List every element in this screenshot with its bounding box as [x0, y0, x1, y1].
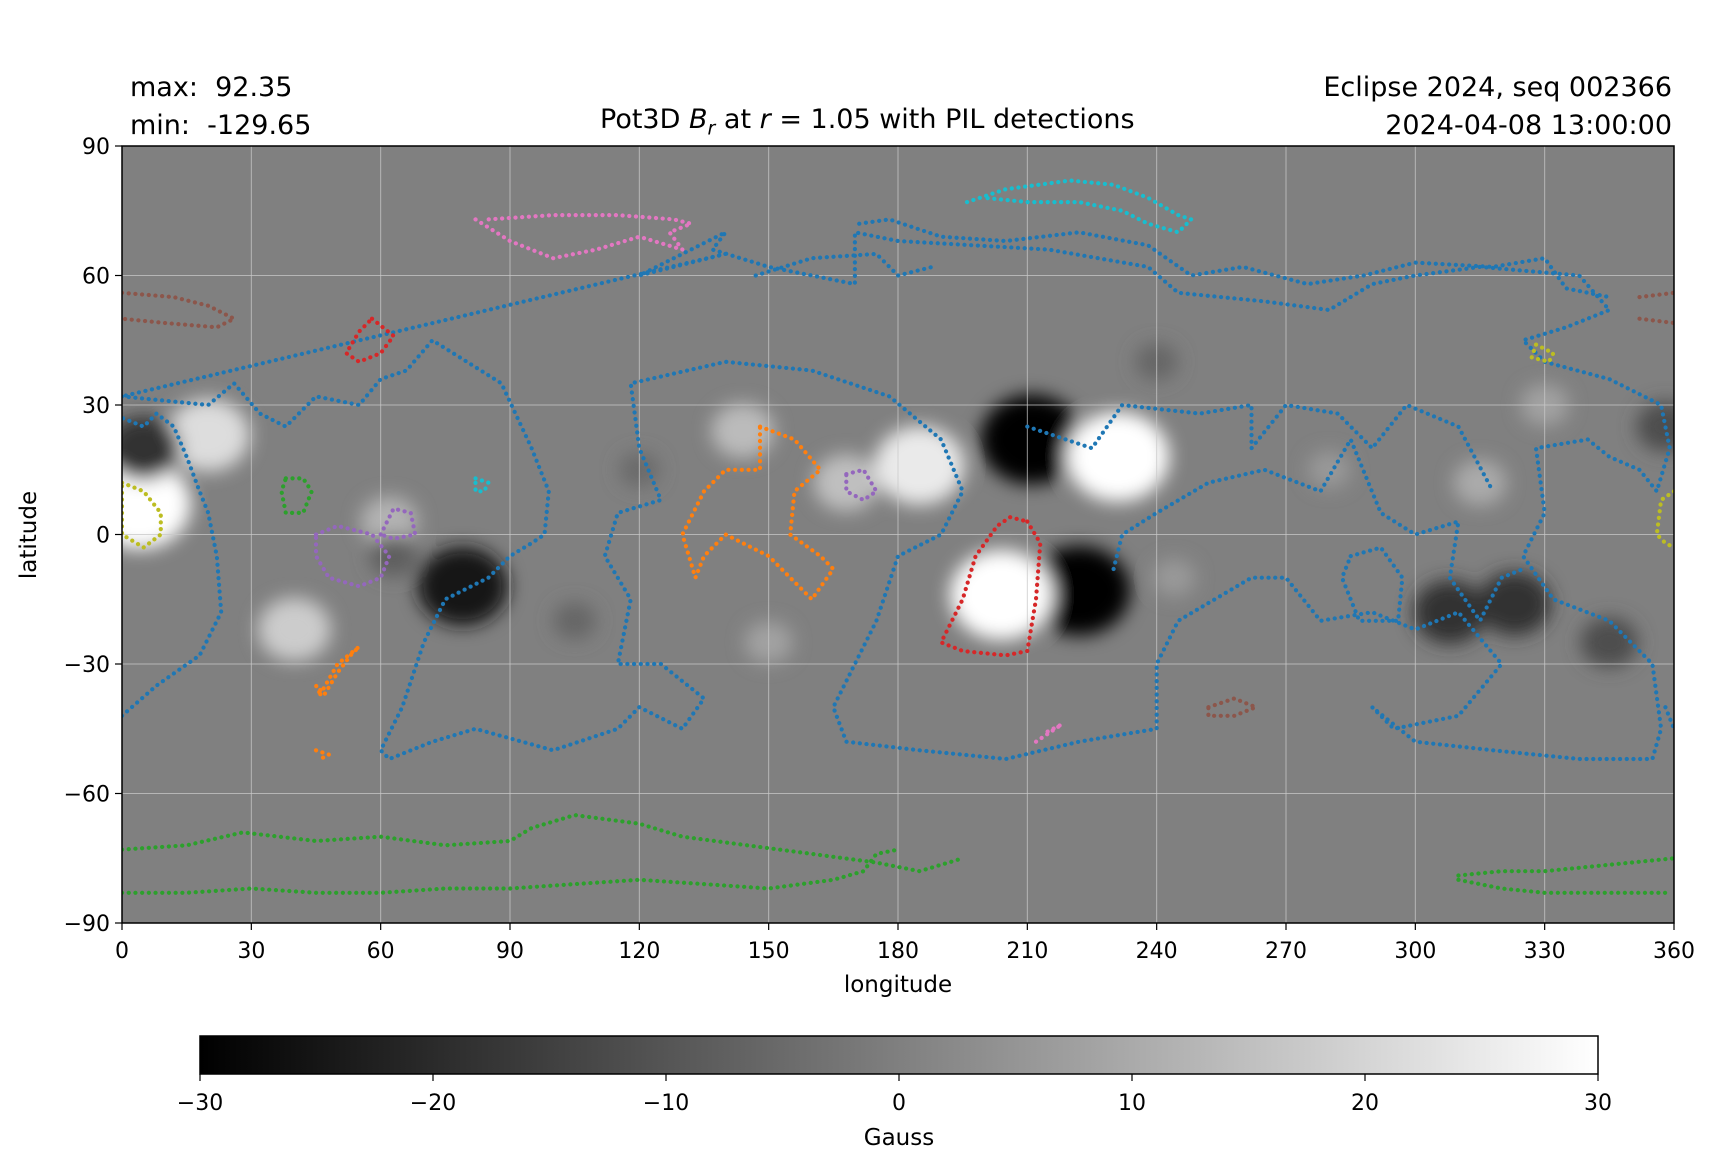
- y-tick-label-2: −30: [64, 653, 110, 678]
- x-tick-label-4: 120: [618, 939, 660, 964]
- eclipse-sequence-label: Eclipse 2024, seq 002366: [1323, 72, 1672, 103]
- x-tick-label-12: 360: [1653, 939, 1695, 964]
- pil-contour-26: [1637, 290, 1674, 300]
- colorbar-tick-label-6: 30: [1584, 1091, 1612, 1116]
- x-tick-label-1: 30: [237, 939, 265, 964]
- pil-contour-14: [378, 506, 418, 541]
- pil-contour-16: [279, 476, 314, 515]
- x-tick-label-7: 210: [1006, 939, 1048, 964]
- timestamp-label: 2024-04-08 13:00:00: [1385, 110, 1672, 141]
- field-feature-21: [1152, 559, 1196, 597]
- field-feature-15: [1413, 580, 1487, 644]
- y-tick-label-5: 60: [82, 265, 110, 290]
- field-feature-0: [1027, 545, 1131, 636]
- field-feature-6: [122, 459, 191, 550]
- title-mid: at: [715, 104, 760, 135]
- pil-contour-10: [313, 748, 331, 762]
- pil-contours: [122, 178, 1674, 895]
- x-tick-label-9: 270: [1265, 939, 1307, 964]
- title-subscript: r: [707, 117, 716, 140]
- pil-contour-4: [1111, 437, 1526, 623]
- pil-contour-3: [753, 251, 935, 278]
- colorbar: [199, 1035, 1599, 1075]
- field-feature-1: [980, 394, 1084, 485]
- colorbar-label: Gauss: [864, 1125, 934, 1151]
- field-feature-7: [257, 597, 331, 662]
- x-axis: 0 30 60 90 120 150 180 210 240 270 300 330 360: [115, 923, 1695, 964]
- field-feature-19: [1580, 617, 1639, 668]
- x-axis-label: longitude: [844, 972, 952, 998]
- x-tick-label-0: 0: [115, 939, 129, 964]
- y-tick-label-1: −60: [64, 783, 110, 808]
- title-variable: B: [688, 104, 708, 135]
- x-tick-label-5: 150: [748, 939, 790, 964]
- colorbar-tick-label-3: 0: [892, 1091, 906, 1116]
- pil-contour-29: [122, 480, 163, 550]
- field-feature-5: [166, 399, 250, 472]
- field-feature-12: [711, 403, 775, 459]
- pil-contour-7: [1663, 705, 1674, 731]
- pil-contour-13: [313, 523, 392, 589]
- y-axis-label: latitude: [16, 491, 42, 579]
- field-feature-17: [1453, 459, 1507, 506]
- pil-contour-27: [1637, 316, 1674, 326]
- field-feature-2: [1066, 411, 1170, 502]
- field-feature-10: [122, 416, 181, 480]
- colorbar-ticks: −30 −20 −10 0 10 20 30: [177, 1074, 1612, 1116]
- y-tick-label-0: −90: [64, 912, 110, 937]
- y-tick-label-4: 30: [82, 394, 110, 419]
- x-tick-label-2: 60: [367, 939, 395, 964]
- pil-contour-9: [313, 644, 362, 697]
- pil-contour-11: [939, 515, 1043, 658]
- x-tick-label-10: 300: [1394, 939, 1436, 964]
- title-radius: r: [759, 104, 771, 135]
- pil-contour-15: [844, 467, 879, 503]
- colorbar-tick-label-0: −30: [177, 1091, 223, 1116]
- pil-contour-17: [122, 813, 965, 874]
- pil-contour-5: [1025, 402, 1495, 494]
- pil-contour-22: [964, 178, 1194, 235]
- pil-contour-28: [1206, 696, 1258, 718]
- max-readout: max: 92.35: [130, 72, 293, 103]
- y-tick-label-3: 0: [96, 524, 110, 549]
- pil-contour-25: [122, 290, 237, 330]
- y-tick-label-6: 90: [82, 135, 110, 160]
- x-tick-label-3: 90: [496, 939, 524, 964]
- field-feature-22: [1307, 451, 1351, 489]
- title-suffix: = 1.05 with PIL detections: [770, 104, 1135, 135]
- pil-contour-20: [1456, 877, 1668, 895]
- colorbar-tick-label-2: −10: [643, 1091, 689, 1116]
- colorbar-tick-label-4: 10: [1118, 1091, 1146, 1116]
- pil-contour-19: [1456, 856, 1674, 878]
- pil-contour-23: [473, 213, 694, 261]
- x-tick-label-11: 330: [1524, 939, 1566, 964]
- field-feature-20: [553, 602, 597, 640]
- chart-title: Pot3D Br at r = 1.05 with PIL detections: [600, 106, 1135, 138]
- min-readout: min: -129.65: [130, 110, 312, 141]
- x-tick-label-6: 180: [877, 939, 919, 964]
- x-tick-label-8: 240: [1136, 939, 1178, 964]
- field-feature-9: [417, 546, 508, 626]
- pil-contour-31: [1654, 489, 1674, 550]
- pil-contour-30: [1529, 342, 1556, 364]
- pil-contour-12: [344, 316, 396, 364]
- pil-contour-8: [680, 424, 836, 602]
- colorbar-tick-label-1: −20: [410, 1091, 456, 1116]
- pil-contour-0: [122, 230, 1672, 762]
- field-feature-16: [1477, 571, 1551, 636]
- colorbar-tick-label-5: 20: [1351, 1091, 1379, 1116]
- pil-contour-2: [857, 217, 1612, 300]
- title-prefix: Pot3D: [600, 104, 689, 135]
- y-axis: −90 −60 −30 0 30 60 90: [64, 135, 122, 937]
